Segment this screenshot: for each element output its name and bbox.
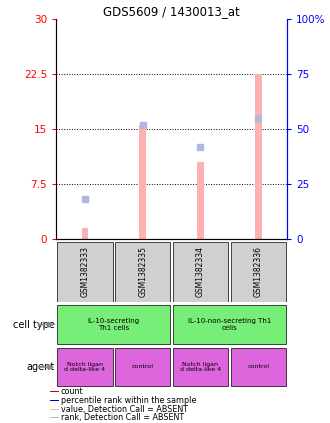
Text: IL-10-non-secreting Th1
cells: IL-10-non-secreting Th1 cells — [188, 318, 271, 331]
Bar — [231, 242, 286, 302]
Bar — [82, 228, 88, 239]
Bar — [50, 417, 59, 418]
Text: Notch ligan
d delta-like 4: Notch ligan d delta-like 4 — [64, 362, 106, 372]
Bar — [231, 348, 286, 386]
Bar — [139, 125, 146, 239]
Bar — [255, 74, 262, 239]
Bar — [173, 348, 228, 386]
Bar — [50, 391, 59, 393]
Bar — [173, 305, 286, 344]
Text: Notch ligan
d delta-like 4: Notch ligan d delta-like 4 — [180, 362, 221, 372]
Text: GSM1382334: GSM1382334 — [196, 246, 205, 297]
Bar — [50, 409, 59, 410]
Text: agent: agent — [27, 362, 55, 372]
Bar — [57, 242, 113, 302]
Text: control: control — [247, 365, 269, 369]
Bar — [115, 242, 171, 302]
Bar — [173, 242, 228, 302]
Text: cell type: cell type — [13, 320, 55, 330]
Bar — [57, 305, 171, 344]
Bar — [50, 400, 59, 401]
Text: rank, Detection Call = ABSENT: rank, Detection Call = ABSENT — [61, 413, 184, 422]
Text: IL-10-secreting
Th1 cells: IL-10-secreting Th1 cells — [88, 318, 140, 331]
Text: GSM1382336: GSM1382336 — [254, 246, 263, 297]
Title: GDS5609 / 1430013_at: GDS5609 / 1430013_at — [103, 5, 240, 18]
Bar — [115, 348, 171, 386]
Text: value, Detection Call = ABSENT: value, Detection Call = ABSENT — [61, 405, 188, 414]
Text: control: control — [132, 365, 154, 369]
Bar — [57, 348, 113, 386]
Text: count: count — [61, 387, 83, 396]
Text: GSM1382335: GSM1382335 — [138, 246, 147, 297]
Text: GSM1382333: GSM1382333 — [81, 246, 89, 297]
Text: percentile rank within the sample: percentile rank within the sample — [61, 396, 196, 405]
Bar — [197, 162, 204, 239]
